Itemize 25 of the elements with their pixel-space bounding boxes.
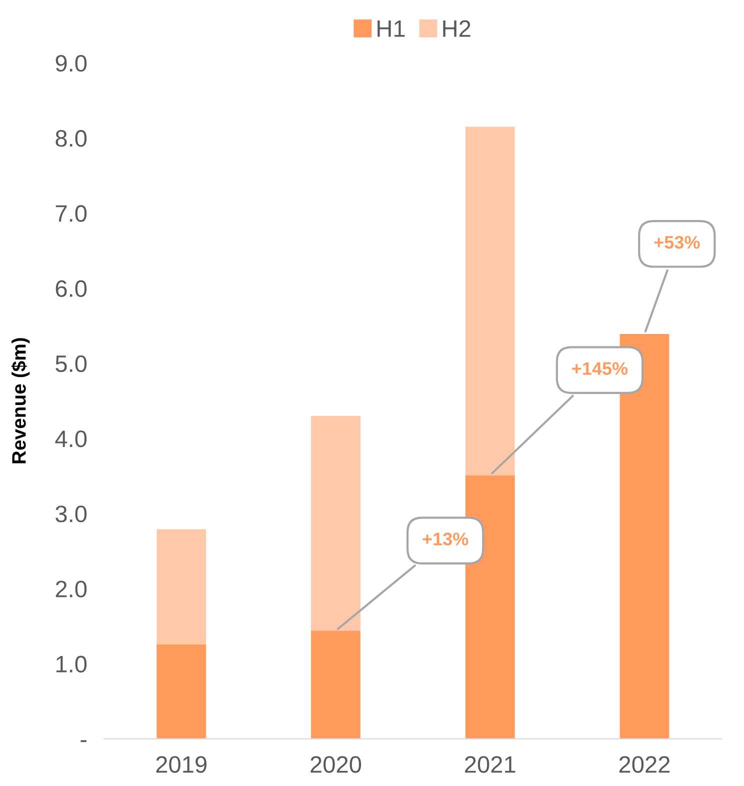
- y-tick-label: 5.0: [56, 355, 87, 372]
- bar: [156, 529, 206, 644]
- y-axis-title: Revenue ($m): [11, 338, 30, 464]
- y-tick-label: 1.0: [56, 656, 87, 673]
- y-tick-label: 7.0: [56, 205, 87, 222]
- bar: [311, 416, 360, 631]
- bar: [465, 126, 515, 476]
- bar: [156, 644, 206, 739]
- x-tick-label: 2021: [465, 756, 516, 773]
- y-tick-label: 2.0: [56, 580, 87, 598]
- x-tick-label: 2022: [619, 756, 670, 773]
- x-tick-label: 2020: [310, 756, 362, 773]
- y-tick-label: -: [80, 740, 86, 742]
- legend-label: H2: [443, 20, 470, 37]
- y-tick-label: 6.0: [56, 280, 87, 297]
- annotation: +13%: [422, 532, 468, 546]
- annotation: +145%: [572, 362, 628, 375]
- annotation: +53%: [654, 236, 700, 249]
- legend-label: H1: [378, 20, 405, 37]
- y-tick-label: 4.0: [55, 430, 87, 448]
- bar: [311, 630, 360, 739]
- y-tick-label: 8.0: [56, 130, 87, 147]
- y-tick-label: 3.0: [56, 506, 87, 522]
- x-tick-label: 2019: [156, 756, 206, 773]
- y-tick-label: 9.0: [56, 54, 87, 72]
